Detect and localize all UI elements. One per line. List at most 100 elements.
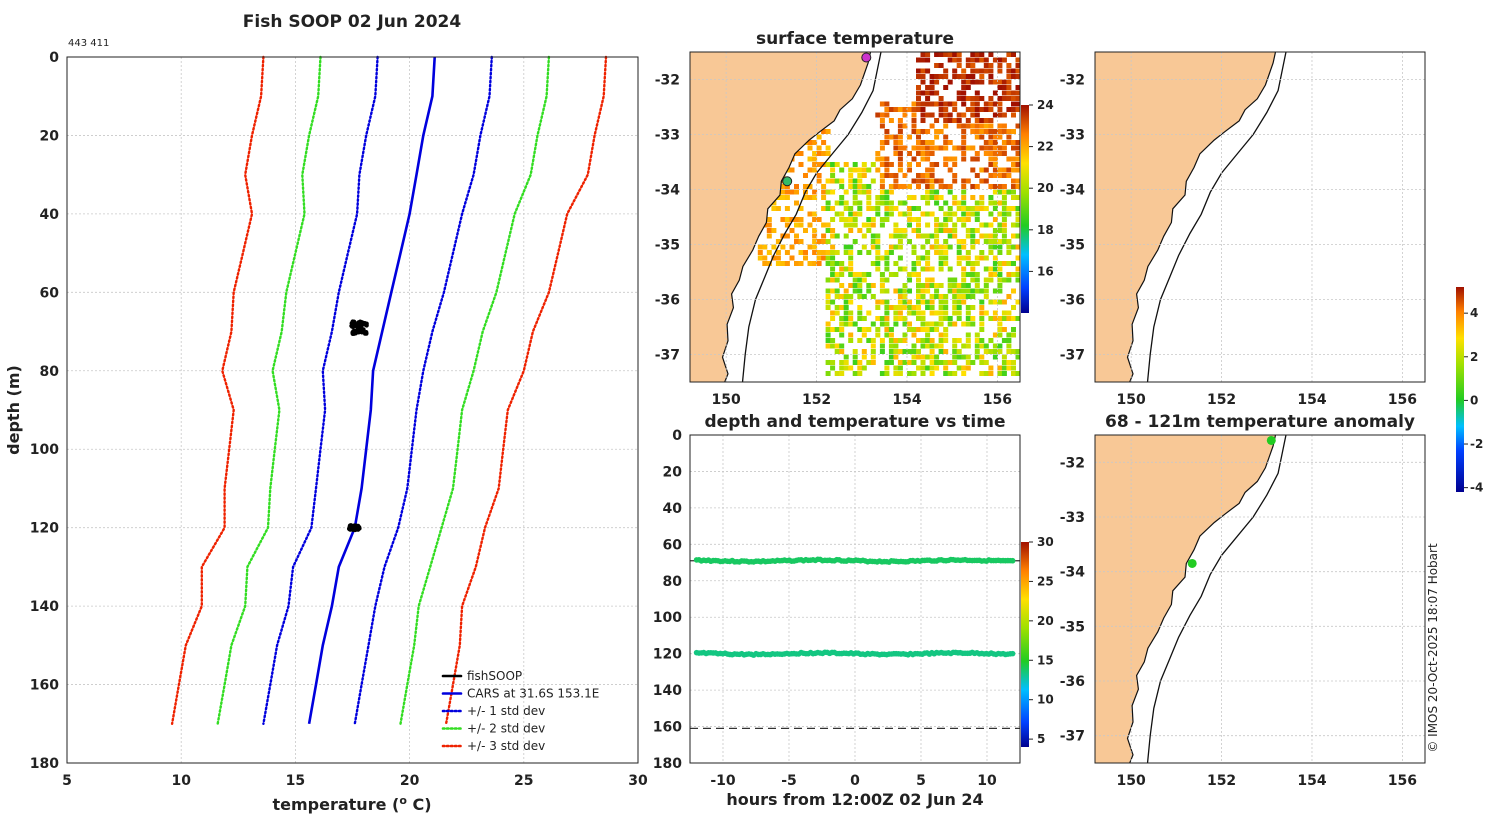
sst-cell [1001,310,1007,316]
sst-cell [925,101,931,107]
sst-cell [925,195,931,200]
sst-cell [929,354,935,360]
sst-cell [1015,184,1020,189]
sst-cell [852,349,858,354]
sst-cell [965,310,971,316]
sst-cell [857,360,863,365]
sst-cell [875,316,881,321]
sst-cell [1020,327,1025,332]
sst-cell [943,228,949,233]
sst-cell [970,316,976,321]
sst-cell [934,129,940,134]
sst-cell [979,96,985,101]
sst-cell [794,239,799,244]
sst-cell [1006,211,1012,217]
sst-cell [843,316,849,321]
sst-colorbar-tick-label: 22 [1037,140,1054,154]
sst-cell [789,255,795,261]
sst-cell [1001,184,1007,189]
sst-cell [893,316,899,321]
sst-cell [843,266,849,272]
sst-cell [929,189,935,195]
sst-cell [916,101,921,107]
sst-cell [884,255,890,261]
sst-cell [766,228,772,233]
sst-cell [825,178,831,184]
sst-cell [983,107,989,112]
profile-x-tick-label: 15 [286,773,305,789]
sst-cell [870,206,876,211]
sst-cell [848,167,854,173]
sst-cell [1015,85,1020,90]
sst-cell [920,360,926,365]
sst-cell [821,255,827,261]
sst-cell [992,217,998,222]
sst-cell [952,338,958,343]
sst-cell [852,360,858,365]
sst-map-panel: surface temperature 15 [655,29,1054,408]
sst-cell [893,206,899,211]
sst-cell [1001,338,1007,343]
sst-cell [974,156,980,162]
sst-cell [875,305,881,310]
sst-cell [798,261,804,266]
sst-cell [1020,355,1025,360]
sst-cell [938,184,944,189]
sst-cell [884,129,890,134]
sst-cell [830,277,836,283]
sst-cell [988,222,994,228]
sst-cell [970,233,976,239]
sst-cell [825,222,831,228]
sst-cell [983,233,989,239]
sst-cell [938,261,944,266]
sst-cell [947,211,953,217]
sst-cell [816,255,822,261]
sst-cell [875,206,881,211]
sst-cell [789,189,795,195]
sst-cell [952,305,958,310]
sst-cell [879,112,885,118]
sst-cell [1006,310,1012,316]
sst-cell [875,200,881,206]
sst-cell [807,222,813,228]
sst-cell [902,321,908,327]
anomaly-map-depth-contour [1146,435,1287,763]
sst-cell [789,167,795,173]
sst-cell [992,200,998,206]
sst-cell [929,349,935,354]
sst-cell [771,244,777,250]
sst-cell [857,310,863,316]
sst-cell [970,79,976,85]
sst-cell [902,145,908,151]
sst-cell [907,206,912,211]
sst-cell [879,162,885,167]
sst-cell [974,211,980,217]
sst-cell [961,74,967,79]
sst-cell [839,261,845,266]
sst-cell [866,189,872,195]
sst-cell [843,321,849,327]
sst-cell [970,360,976,365]
sst-cell [920,74,926,79]
sst-cell [825,294,831,299]
sst-cell [843,244,849,250]
sst-cell [1001,327,1007,332]
sst-map-ticks: 150 152 154 156-32-33-34-35-36-37 [655,73,1012,409]
sst-cell [897,316,903,321]
sst-cell [947,277,953,283]
sst-cell [866,272,872,277]
sst-cell [834,272,840,277]
sst-cell [943,140,949,145]
sst-cell [979,360,985,365]
sst-cell [983,283,989,288]
sst-cell [870,233,876,239]
sst-cell [965,74,971,79]
sst-cell [1006,349,1012,354]
sst-cell [821,195,827,200]
sst-cell [893,151,899,156]
sst-cell [965,250,971,255]
sst-cell [1006,90,1012,96]
sst-cell [803,195,808,200]
